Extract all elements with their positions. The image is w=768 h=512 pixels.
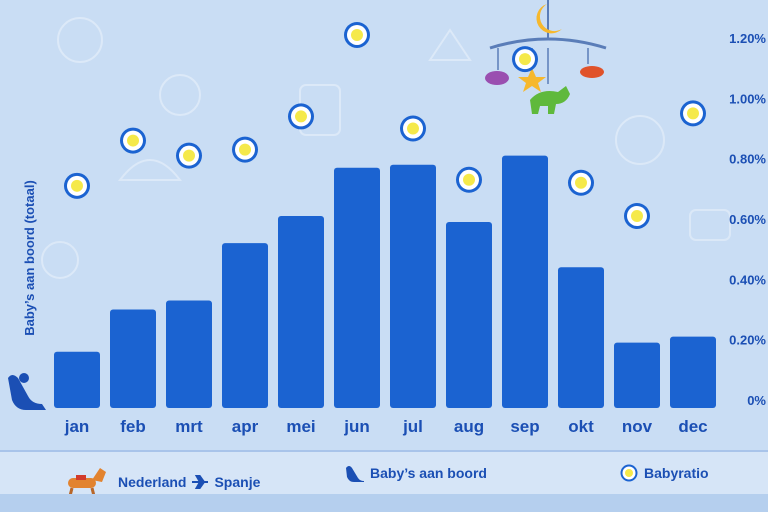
- y-axis-title: Baby’s aan boord (totaal): [22, 180, 37, 336]
- x-tick-label: aug: [454, 417, 484, 436]
- legend-bars-label: Baby’s aan boord: [370, 465, 487, 481]
- route-to: Spanje: [214, 474, 261, 490]
- x-tick-label: jun: [343, 417, 370, 436]
- bar-jan: [54, 351, 100, 408]
- bar-apr: [222, 243, 268, 408]
- airplane-icon: [192, 475, 209, 489]
- bar-feb: [110, 309, 156, 408]
- bar-jul: [390, 164, 436, 408]
- x-tick-label: jan: [64, 417, 90, 436]
- bar-okt: [558, 267, 604, 408]
- babyratio-point-apr: [232, 136, 258, 163]
- bar-mei: [278, 215, 324, 408]
- y-tick-label: 0.60%: [729, 212, 766, 227]
- babyratio-point-jan: [64, 172, 90, 199]
- y-tick-label: 0%: [747, 393, 766, 408]
- x-tick-label: nov: [622, 417, 653, 436]
- bar-jun: [334, 167, 380, 408]
- y-tick-label: 1.00%: [729, 91, 766, 106]
- babyratio-point-dec: [680, 100, 706, 127]
- y-tick-label: 0.80%: [729, 152, 766, 167]
- route-from: Nederland: [118, 474, 187, 490]
- babyratio-point-mei: [288, 103, 314, 130]
- bar-series: [54, 155, 716, 408]
- chart-area: Baby’s aan boord (totaal) 0% 0.20% 0.40% 0.…: [8, 0, 766, 436]
- bar-dec: [670, 336, 716, 408]
- x-tick-label: jul: [402, 417, 423, 436]
- x-tick-label: dec: [678, 417, 707, 436]
- y-tick-label: 0.20%: [729, 333, 766, 348]
- x-tick-label: feb: [120, 417, 146, 436]
- babyratio-point-aug: [456, 166, 482, 193]
- legend-markers-label: Babyratio: [644, 465, 709, 481]
- babyratio-point-mrt: [176, 142, 202, 169]
- y-tick-label: 0.40%: [729, 272, 766, 287]
- marker-series: [64, 21, 706, 229]
- bar-sep: [502, 155, 548, 408]
- x-tick-label: mrt: [175, 417, 203, 436]
- x-axis-ticks: jan feb mrt apr mei jun jul aug sep okt nov dec: [64, 417, 708, 436]
- babyratio-point-jul: [400, 115, 426, 142]
- babyratio-marker-icon: [620, 464, 638, 482]
- bar-aug: [446, 222, 492, 408]
- baby-seat-icon: [346, 466, 364, 482]
- bar-nov: [614, 342, 660, 408]
- legend: Nederland Spanje Baby’s aan boord Babyra…: [0, 450, 768, 500]
- y-axis-label: Baby’s aan boord (totaal): [22, 180, 37, 336]
- x-tick-label: sep: [510, 417, 539, 436]
- x-tick-label: okt: [568, 417, 594, 436]
- legend-markers: Babyratio: [620, 464, 709, 482]
- babyratio-point-feb: [120, 127, 146, 154]
- baby-seat-icon: [8, 373, 46, 410]
- babyratio-point-nov: [624, 202, 650, 229]
- baby-mobile-icon: [485, 0, 607, 114]
- background-doodles: [41, 17, 731, 279]
- x-tick-label: apr: [232, 417, 259, 436]
- babyratio-point-jun: [344, 21, 370, 48]
- y-axis-ticks: 0% 0.20% 0.40% 0.60% 0.80% 1.00% 1.20%: [729, 31, 766, 408]
- babyratio-point-okt: [568, 169, 594, 196]
- footer-bar: [0, 494, 768, 512]
- babyratio-point-sep: [512, 46, 538, 73]
- legend-bars: Baby’s aan boord: [344, 464, 487, 482]
- x-tick-label: mei: [286, 417, 315, 436]
- y-tick-label: 1.20%: [729, 31, 766, 46]
- bar-mrt: [166, 300, 212, 408]
